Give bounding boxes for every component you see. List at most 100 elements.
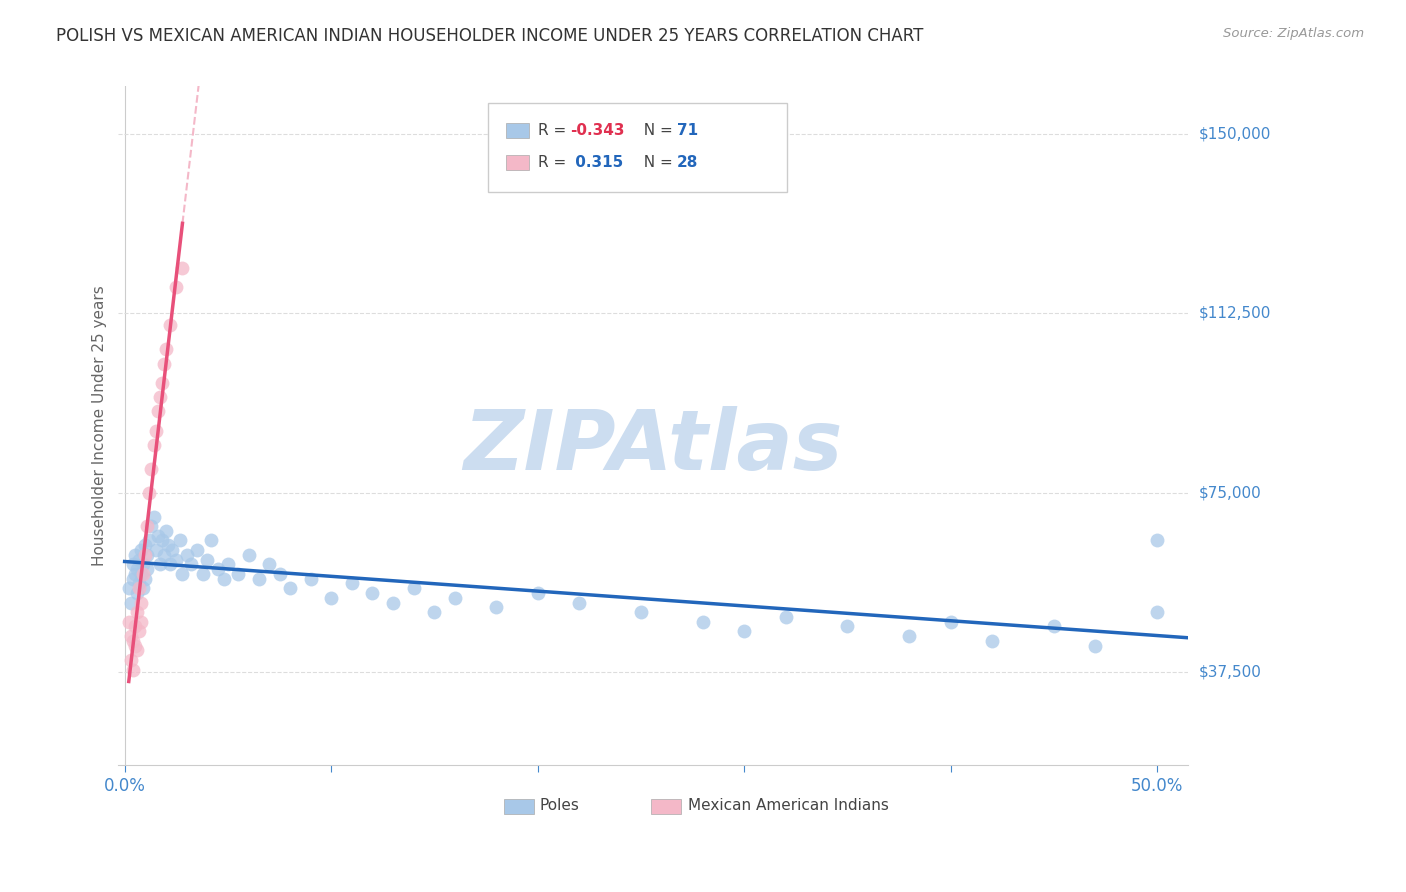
Point [136,519,159,533]
Point [142,509,165,524]
Point [212,572,235,586]
Point [939,615,962,629]
Point [129,566,152,581]
FancyBboxPatch shape [503,799,533,814]
Point [136,548,159,562]
Point [247,572,270,586]
Point [526,586,548,600]
Point [269,566,291,581]
Point [207,562,229,576]
Text: $112,500: $112,500 [1199,306,1271,321]
Point [120,653,142,667]
Point [129,615,152,629]
Point [118,581,141,595]
Point [124,619,146,633]
Point [257,558,280,572]
Point [136,562,159,576]
Point [423,605,446,619]
Point [129,596,152,610]
Point [169,533,191,548]
Point [195,552,218,566]
Point [128,624,150,639]
Point [138,485,160,500]
Point [120,596,142,610]
Text: Poles: Poles [540,798,579,814]
Point [165,552,187,566]
Point [125,605,148,619]
Point [138,533,160,548]
Point [981,633,1004,648]
FancyBboxPatch shape [488,103,787,192]
Point [132,558,155,572]
Point [172,566,194,581]
FancyBboxPatch shape [506,123,529,138]
Point [122,572,145,586]
Point [159,558,181,572]
Point [568,596,591,610]
Point [155,524,177,538]
Text: N =: N = [634,123,678,138]
Point [775,610,797,624]
FancyBboxPatch shape [651,799,681,814]
Point [485,600,508,615]
Point [145,424,167,438]
Point [444,591,467,605]
Text: POLISH VS MEXICAN AMERICAN INDIAN HOUSEHOLDER INCOME UNDER 25 YEARS CORRELATION : POLISH VS MEXICAN AMERICAN INDIAN HOUSEH… [56,27,924,45]
Point [141,462,163,476]
Point [150,376,173,390]
Point [238,548,260,562]
Point [1146,533,1168,548]
Point [128,576,150,591]
Text: 71: 71 [676,123,697,138]
Point [149,558,172,572]
Text: N =: N = [634,155,678,169]
Text: $37,500: $37,500 [1199,665,1261,680]
Point [128,581,150,595]
Point [153,548,176,562]
Point [132,566,155,581]
Point [150,533,173,548]
Point [156,538,179,552]
Point [165,280,187,294]
Point [837,619,859,633]
Y-axis label: Householder Income Under 25 years: Householder Income Under 25 years [93,285,107,566]
Point [191,566,214,581]
Point [134,548,156,562]
Point [149,390,172,404]
Point [402,581,425,595]
Point [122,633,145,648]
Point [176,548,198,562]
Point [340,576,363,591]
Point [142,438,165,452]
Text: $150,000: $150,000 [1199,127,1271,142]
Point [898,629,921,643]
Point [122,663,145,677]
FancyBboxPatch shape [506,155,529,169]
Point [124,548,146,562]
Point [132,581,155,595]
Text: ZIPAtlas: ZIPAtlas [464,406,844,487]
Point [145,543,167,558]
Point [186,543,208,558]
Point [630,605,652,619]
Point [159,318,181,333]
Point [155,343,177,357]
Point [172,260,194,275]
Point [120,629,142,643]
Text: Mexican American Indians: Mexican American Indians [688,798,889,814]
Point [382,596,405,610]
Point [128,552,150,566]
Point [733,624,755,639]
Point [125,643,148,657]
Text: 28: 28 [676,155,699,169]
Text: Source: ZipAtlas.com: Source: ZipAtlas.com [1223,27,1364,40]
Point [226,566,249,581]
Point [125,586,148,600]
Text: 0.315: 0.315 [569,155,623,169]
Point [125,562,148,576]
Point [153,357,176,371]
Point [122,558,145,572]
Point [146,404,169,418]
Point [1084,639,1107,653]
Point [146,529,169,543]
